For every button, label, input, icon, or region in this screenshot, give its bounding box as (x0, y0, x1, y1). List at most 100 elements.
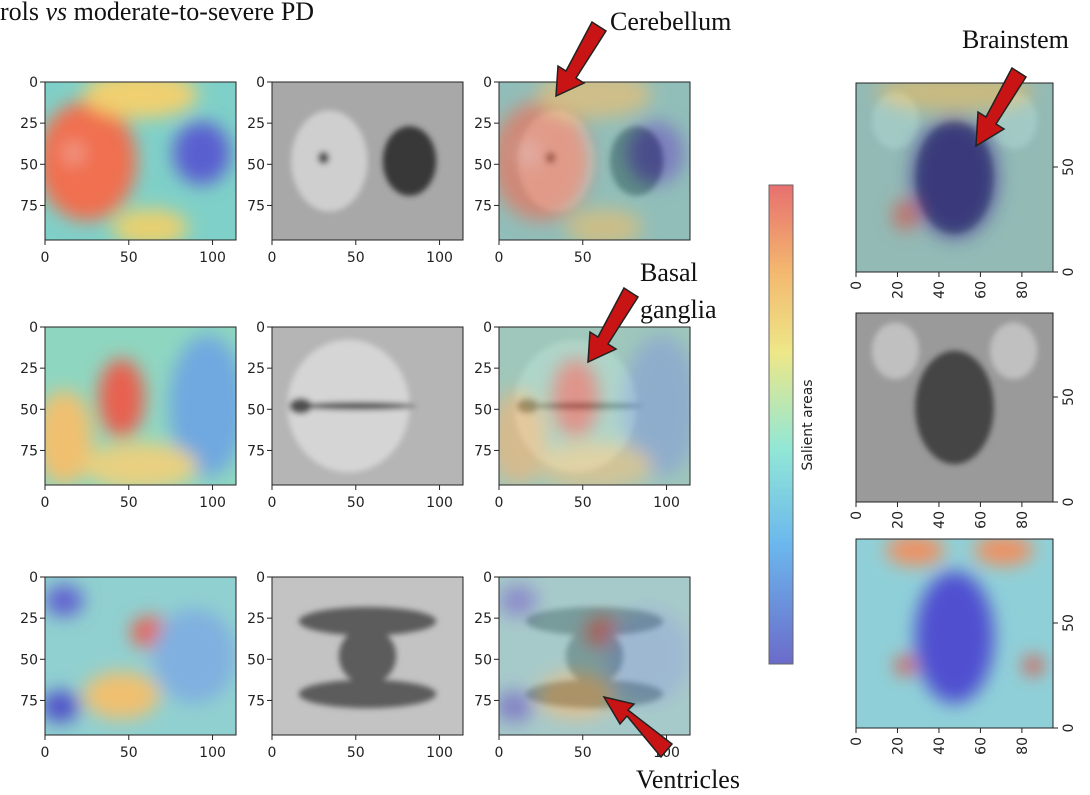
x-tick-label: 0 (268, 745, 277, 761)
image-region (64, 142, 83, 164)
y-tick-label: 75 (474, 443, 492, 459)
image-region (1023, 656, 1043, 675)
image-layer (35, 327, 245, 490)
image-layer (495, 577, 690, 735)
x-tick-label: 60 (973, 281, 989, 299)
x-tick-label: 20 (890, 281, 906, 299)
image-region (83, 71, 198, 118)
x-tick-label: 50 (347, 495, 365, 511)
y-tick-label: 75 (247, 443, 265, 459)
y-tick-label: 25 (474, 116, 492, 132)
image-layer (272, 327, 463, 485)
colorbar (769, 185, 793, 664)
panel-image (272, 577, 463, 735)
x-tick-label: 50 (574, 250, 592, 266)
image-region (339, 628, 396, 685)
image-layer (856, 313, 1053, 502)
title-part: rols (0, 0, 39, 26)
x-tick-label: 100 (426, 495, 453, 511)
image-layer (37, 71, 236, 246)
image-region (915, 571, 994, 703)
y-tick-label: 75 (20, 443, 38, 459)
image-region (495, 691, 533, 723)
annotation: Cerebellum (610, 7, 731, 36)
panel-image (856, 313, 1053, 502)
image-region (566, 208, 642, 246)
y-tick-label: 25 (20, 611, 38, 627)
annotation: ganglia (640, 295, 717, 324)
x-tick-label: 50 (347, 250, 365, 266)
y-tick-label: 50 (1061, 388, 1077, 406)
image-layer (41, 577, 236, 735)
annotation: Basal (640, 258, 698, 287)
x-tick-label: 0 (268, 495, 277, 511)
y-tick-label: 50 (1061, 614, 1077, 632)
x-tick-label: 0 (495, 495, 504, 511)
y-tick-label: 0 (256, 75, 265, 91)
y-tick-label: 25 (247, 361, 265, 377)
y-tick-label: 0 (256, 570, 265, 586)
image-region (491, 101, 590, 221)
panel-image (491, 71, 690, 246)
x-tick-label: 0 (268, 250, 277, 266)
image-region (886, 535, 945, 565)
image-region (83, 672, 159, 719)
y-tick-label: 50 (247, 157, 265, 173)
y-tick-label: 0 (1061, 268, 1077, 277)
image-region (489, 390, 546, 485)
annotation: Ventricles (636, 765, 740, 794)
image-region (318, 152, 329, 165)
x-tick-label: 60 (973, 511, 989, 529)
y-tick-label: 75 (20, 198, 38, 214)
image-region (872, 322, 919, 379)
x-tick-label: 60 (973, 737, 989, 755)
y-tick-label: 25 (20, 361, 38, 377)
annotation: Brainstem (962, 25, 1069, 54)
panel: 0501000255075 (247, 75, 463, 266)
image-layer (272, 577, 463, 735)
image-region (499, 585, 537, 617)
image-region (895, 656, 915, 675)
x-tick-label: 20 (890, 511, 906, 529)
x-tick-label: 50 (120, 745, 138, 761)
x-tick-label: 100 (199, 495, 226, 511)
y-tick-label: 0 (483, 570, 492, 586)
x-tick-label: 40 (932, 511, 948, 529)
image-region (537, 442, 652, 489)
x-tick-label: 80 (1015, 281, 1031, 299)
image-region (915, 351, 994, 464)
image-region (83, 442, 198, 489)
y-tick-label: 0 (483, 320, 492, 336)
image-region (291, 110, 367, 211)
figure: rols vs moderate-to-severe PD Salient ar… (0, 0, 1090, 795)
x-tick-label: 0 (849, 737, 865, 746)
x-tick-label: 20 (890, 737, 906, 755)
image-layer (491, 71, 690, 246)
image-region (112, 208, 188, 246)
image-region (537, 672, 613, 719)
x-tick-label: 50 (120, 495, 138, 511)
y-tick-label: 50 (247, 652, 265, 668)
y-tick-label: 0 (29, 320, 38, 336)
y-tick-label: 0 (1061, 724, 1077, 733)
y-tick-label: 50 (20, 157, 38, 173)
image-region (45, 585, 83, 617)
x-tick-label: 50 (574, 495, 592, 511)
x-tick-label: 0 (495, 250, 504, 266)
y-tick-label: 50 (247, 402, 265, 418)
image-layer (856, 535, 1053, 728)
image-region (37, 101, 136, 221)
y-tick-label: 75 (474, 198, 492, 214)
y-tick-label: 75 (20, 693, 38, 709)
image-region (383, 126, 436, 196)
image-region (893, 200, 917, 230)
y-tick-label: 25 (247, 116, 265, 132)
y-tick-label: 0 (1061, 498, 1077, 507)
image-region (35, 390, 92, 485)
image-region (518, 142, 537, 164)
